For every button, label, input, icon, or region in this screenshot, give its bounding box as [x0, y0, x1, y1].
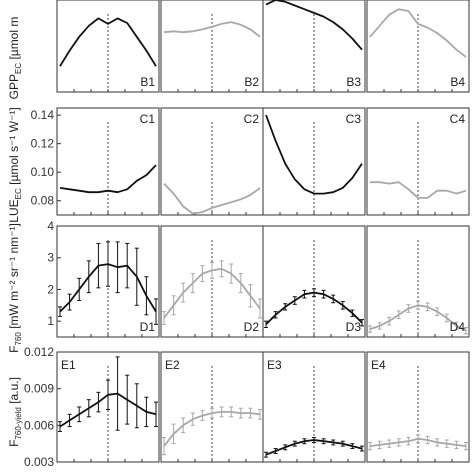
series-line — [59, 17, 157, 67]
series-line — [59, 164, 157, 194]
panel-label: B4 — [450, 75, 465, 89]
row-label-e-main: F — [7, 440, 21, 447]
panel-label: E2 — [165, 358, 180, 372]
panel-label: E4 — [371, 358, 386, 372]
series-line — [59, 263, 157, 313]
panel-b2: B2 — [160, 0, 264, 93]
series-line — [369, 304, 467, 332]
y-tick-label: 0.006 — [24, 418, 54, 432]
panel-label: D3 — [346, 320, 362, 334]
y-tick-label: 0.003 — [24, 455, 54, 469]
row-label-c-sub: EC — [14, 188, 23, 199]
y-tick-label: 0.009 — [24, 382, 54, 396]
series-line — [163, 182, 261, 215]
panels: B1 B2 B3 B4 0.08 0.10 0.12 0.14 C1 C2 C3 C4 1 2 3 4 D1 D2… — [24, 0, 470, 469]
row-label-e-sub: 760-yield — [14, 407, 23, 439]
panel-d3: D3 — [262, 225, 366, 338]
series-line — [163, 267, 261, 319]
panel-label: D1 — [140, 320, 156, 334]
panel-label: E1 — [61, 358, 76, 372]
y-tick-label: 4 — [47, 219, 54, 233]
panel-c1: 0.08 0.10 0.12 0.14 C1 — [31, 107, 160, 216]
row-label-c: LUEEC [µmol s⁻¹ W⁻¹] — [7, 107, 23, 222]
row-label-d: F760 [mW m⁻² sr⁻¹ nm⁻¹] — [7, 223, 23, 353]
y-tick-label: 3 — [47, 251, 54, 265]
panel-d1: 1 2 3 4 D1 — [47, 219, 160, 338]
panel-c4: C4 — [366, 107, 470, 216]
panel-label: D4 — [450, 320, 466, 334]
panel-label: B3 — [346, 75, 361, 89]
series-line — [369, 437, 467, 447]
y-tick-label: 0.10 — [31, 165, 55, 179]
panel-e3: E3 — [262, 351, 366, 463]
row-label-d-main: F — [7, 346, 21, 353]
series-line — [369, 8, 467, 58]
y-tick-label: 0.08 — [31, 194, 55, 208]
row-label-b: GPPEC [µmol m — [7, 17, 23, 100]
series-line — [163, 21, 261, 38]
y-tick-label: 2 — [47, 282, 54, 296]
row-label-b-unit: [µmol m — [7, 17, 21, 63]
y-tick-label: 0.012 — [24, 345, 54, 359]
row-labels: GPPEC [µmol m LUEEC [µmol s⁻¹ W⁻¹] F760 … — [7, 17, 23, 447]
row-label-b-main: GPP — [7, 74, 21, 99]
panel-label: C2 — [244, 112, 260, 126]
panel-label: C3 — [346, 112, 362, 126]
panel-e1: 0.003 0.006 0.009 0.012 E1 — [24, 345, 160, 469]
series-line — [163, 410, 261, 447]
series-line — [59, 392, 157, 428]
row-label-e: F760-yield [a.u.] — [7, 377, 23, 447]
panel-d4: D4 — [366, 225, 470, 338]
row-label-b-sub: EC — [14, 63, 23, 74]
panel-label: C4 — [450, 112, 466, 126]
series-line — [265, 114, 363, 195]
panel-e4: E4 — [366, 351, 470, 463]
panel-d2: D2 — [160, 225, 264, 338]
y-tick-label: 1 — [47, 314, 54, 328]
row-label-c-unit: [µmol s⁻¹ W⁻¹] — [7, 107, 21, 188]
panel-c2: C2 — [160, 107, 264, 216]
row-label-d-unit: [mW m⁻² sr⁻¹ nm⁻¹] — [7, 223, 21, 332]
panel-label: D2 — [244, 320, 260, 334]
panel-e2: E2 — [160, 351, 264, 463]
panel-b3: B3 — [262, 0, 366, 93]
series-line — [265, 291, 363, 325]
y-tick-label: 0.12 — [31, 137, 55, 151]
row-label-d-sub: 760 — [14, 332, 23, 346]
series-line — [265, 439, 363, 456]
series-line — [265, 0, 363, 51]
panel-label: B2 — [244, 75, 259, 89]
panel-c3: C3 — [262, 107, 366, 216]
series-line — [370, 181, 467, 199]
y-tick-label: 0.14 — [31, 108, 55, 122]
panel-label: B1 — [140, 75, 155, 89]
panel-b1: B1 — [56, 0, 160, 93]
panel-label: C1 — [140, 112, 156, 126]
panel-b4: B4 — [366, 0, 470, 93]
panel-label: E3 — [267, 358, 282, 372]
row-label-e-unit: [a.u.] — [7, 377, 21, 407]
row-label-c-main: LUE — [7, 199, 21, 222]
